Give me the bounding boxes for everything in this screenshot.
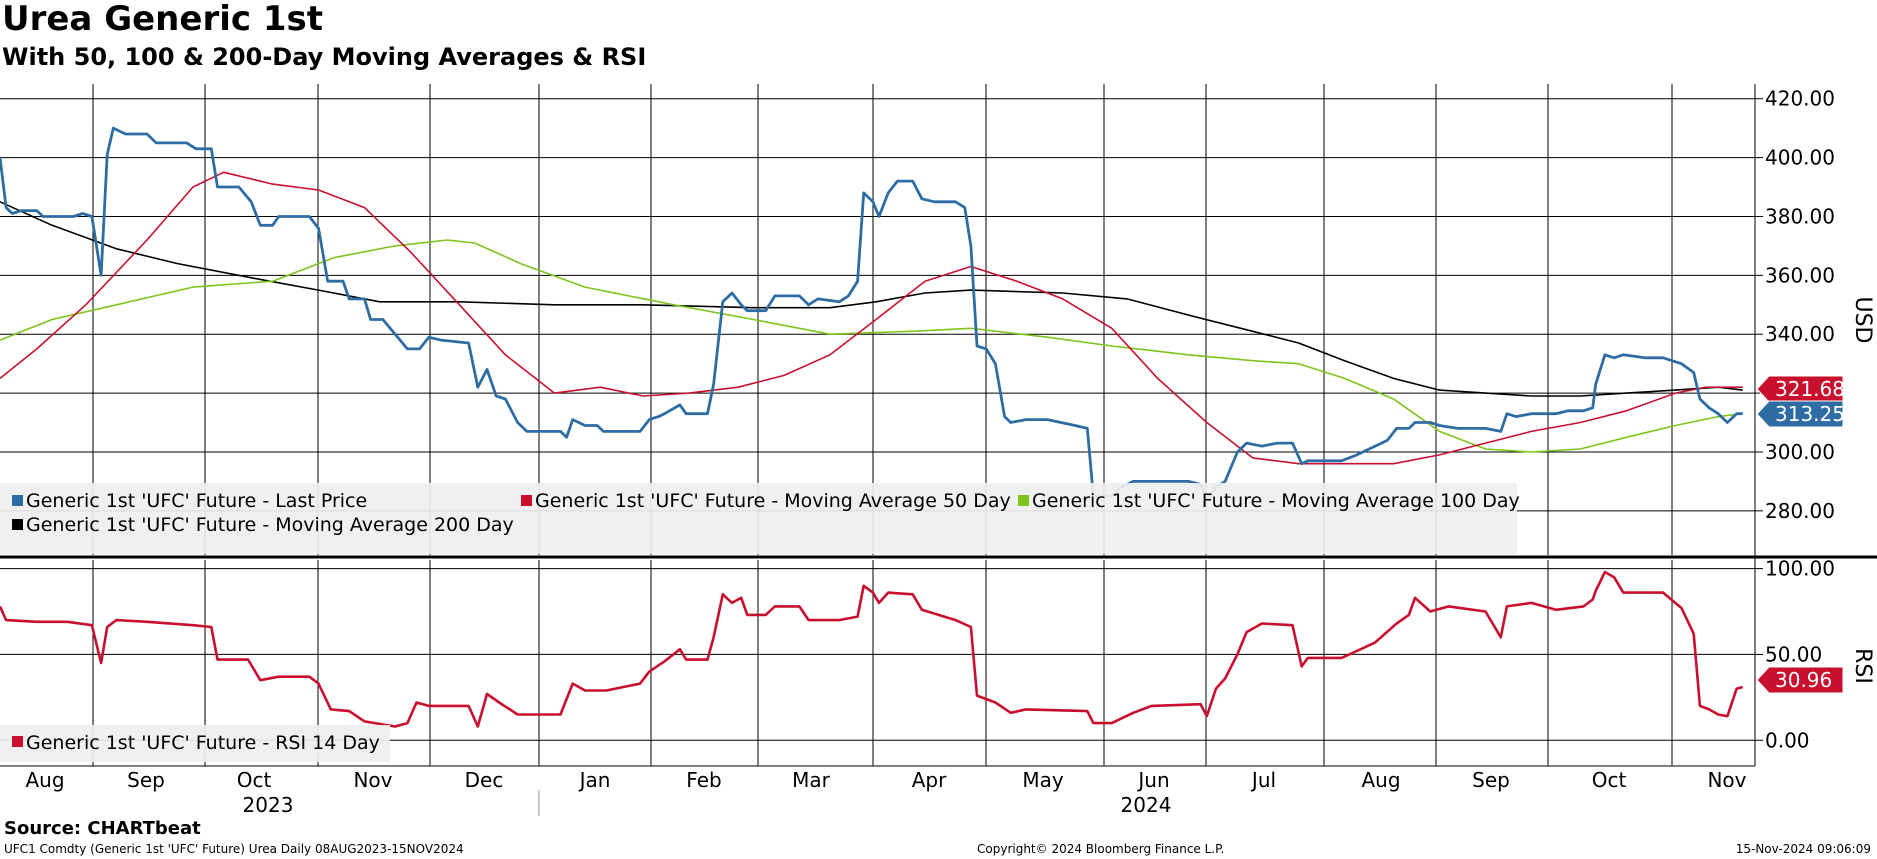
rsi-legend-label: Generic 1st 'UFC' Future - RSI 14 Day [26,732,380,754]
x-month-label-3: Nov [353,768,392,792]
x-month-label-0: Aug [25,768,64,792]
series-ma100-line [0,239,1743,453]
x-month-label-1: Sep [127,768,165,792]
rsi-ytick-label-0: 0.00 [1765,728,1810,752]
x-month-label-8: Apr [912,768,947,792]
flag-ma50-text: 321.68 [1775,377,1845,401]
x-month-label-13: Sep [1472,768,1510,792]
legend-swatch-3 [12,519,23,530]
rsi-ytick-label-2: 100.00 [1765,557,1835,581]
x-month-label-4: Dec [465,768,504,792]
footer-copyright: Copyright© 2024 Bloomberg Finance L.P. [977,842,1225,856]
price-ytick-label-5: 380.00 [1765,204,1835,228]
flag-last-price-bg [1756,400,1844,428]
x-month-label-14: Oct [1592,768,1627,792]
rsi-legend-box [0,725,390,762]
price-ytick-label-3: 340.00 [1765,322,1835,346]
rsi-grid [0,560,1755,767]
source-label: Source: CHARTbeat [4,818,201,839]
footer-ticker: UFC1 Comdty (Generic 1st 'UFC' Future) U… [4,842,464,856]
x-month-label-12: Aug [1361,768,1400,792]
x-month-label-6: Feb [686,768,721,792]
legend-swatch-1 [521,495,532,506]
price-ytick-label-1: 300.00 [1765,440,1835,464]
legend-label-0: Generic 1st 'UFC' Future - Last Price [26,490,367,512]
price-series [0,126,1743,501]
price-legend: Generic 1st 'UFC' Future - Last Price Gen… [0,483,1520,554]
series-ma50-line [0,171,1743,465]
rsi-series [0,570,1744,728]
flag-rsi-text: 30.96 [1775,668,1832,692]
flag-ma50-bg [1756,375,1844,403]
series-rsi-line [0,570,1744,728]
rsi-y-axis: 0.00 50.00 100.00 RSI [1755,557,1875,752]
price-ytick-label-4: 360.00 [1765,263,1835,287]
legend-swatch-2 [1018,495,1029,506]
rsi-ytick-label-1: 50.00 [1765,642,1822,666]
x-month-label-10: Jun [1136,768,1169,792]
rsi-legend-swatch [12,736,23,747]
price-ytick-label-6: 400.00 [1765,146,1835,170]
x-year-label-1: 2024 [1121,793,1172,817]
price-ytick-label-7: 420.00 [1765,87,1835,111]
series-last-price-line [0,126,1743,501]
legend-label-1: Generic 1st 'UFC' Future - Moving Averag… [535,490,1011,512]
series-ma200-line [0,201,1743,397]
x-month-label-5: Jan [578,768,611,792]
price-y-axis: 280.00300.00320.00340.00360.00380.00400.… [1755,87,1875,523]
price-axis-unit: USD [1850,296,1875,343]
legend-label-2: Generic 1st 'UFC' Future - Moving Averag… [1032,490,1520,512]
price-grid [0,84,1877,766]
x-axis: Aug Sep Oct Nov Dec Jan Feb Mar Apr May Jun Jul Aug S… [25,768,1746,817]
footer-timestamp: 15-Nov-2024 09:06:09 [1735,842,1871,856]
x-year-label-0: 2023 [243,793,294,817]
legend-swatch-0 [12,495,23,506]
x-month-label-7: Mar [792,768,831,792]
x-month-label-11: Jul [1250,768,1276,792]
legend-label-3: Generic 1st 'UFC' Future - Moving Averag… [26,514,514,536]
rsi-legend: Generic 1st 'UFC' Future - RSI 14 Day [0,725,390,762]
x-month-label-2: Oct [237,768,272,792]
flag-last-price-text: 313.25 [1775,402,1845,426]
price-legend-box [0,483,1517,554]
price-ytick-label-0: 280.00 [1765,499,1835,523]
chart-title: Urea Generic 1st [2,0,324,39]
flag-rsi-bg [1756,666,1844,694]
chart-subtitle: With 50, 100 & 200-Day Moving Averages &… [2,43,647,71]
x-month-label-9: May [1022,768,1064,792]
rsi-axis-unit: RSI [1850,648,1875,684]
x-month-label-15: Nov [1707,768,1746,792]
